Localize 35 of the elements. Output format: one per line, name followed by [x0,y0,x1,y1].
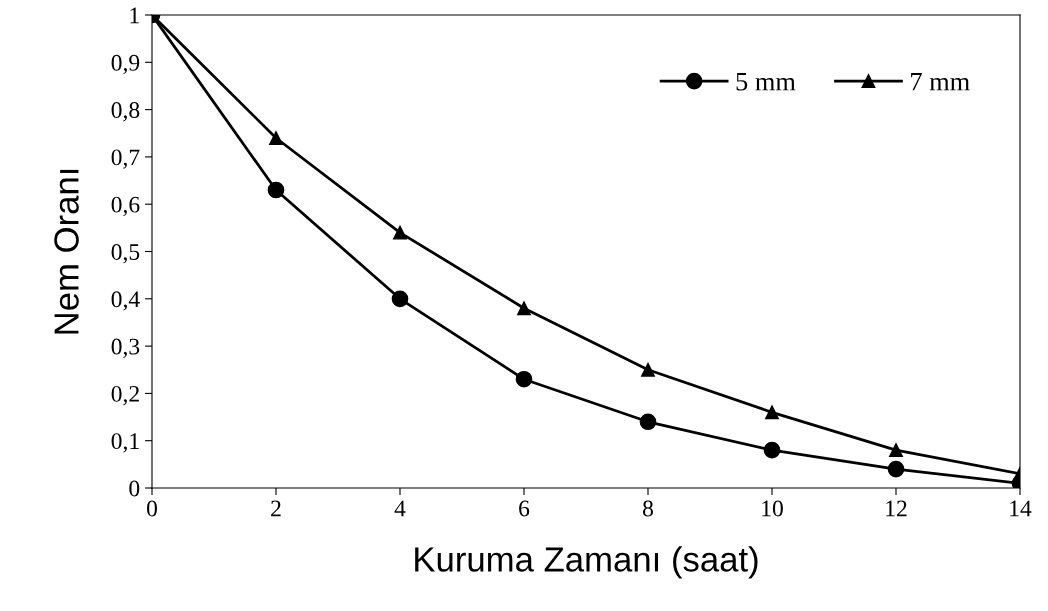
y-tick-label: 0,9 [111,54,140,75]
point [887,460,905,478]
y-tick-label: 0,6 [111,196,140,217]
x-tick-label: 6 [519,500,530,517]
y-tick-label: 0,2 [111,385,139,406]
y-tick-label: 0,1 [111,433,139,453]
y-tick-label: 0,5 [111,243,140,264]
x-tick-label: 8 [643,500,653,517]
point [639,413,657,431]
y-tick-label: 0,3 [111,338,140,358]
y-tick-label: 0,8 [111,102,140,122]
y-tick-label: 0 [129,480,140,497]
point [269,131,283,145]
x-tick-label: 10 [762,500,783,517]
x-tick-label: 4 [394,500,406,517]
x-tick-label: 2 [271,500,281,517]
x-axis-title: Kuruma Zamanı (saat) [415,546,758,579]
x-tick-label: 12 [886,500,907,517]
x-tick-label: 14 [1010,500,1032,517]
y-tick-label: 0,7 [111,149,140,169]
y-axis-title: Nem Oranı [54,169,79,334]
legend-label: 5 mm [736,73,796,91]
point [391,290,409,308]
point [517,301,531,316]
x-tick-label: 0 [147,500,157,517]
point [889,443,903,458]
y-tick-label: 0,4 [111,291,140,311]
point [393,225,407,240]
y-tick-label: 1 [130,7,139,24]
point [765,405,779,420]
point [267,181,285,199]
legend-label: 7 mm [911,73,970,91]
point [515,370,533,388]
point [641,362,655,377]
point [763,441,781,459]
